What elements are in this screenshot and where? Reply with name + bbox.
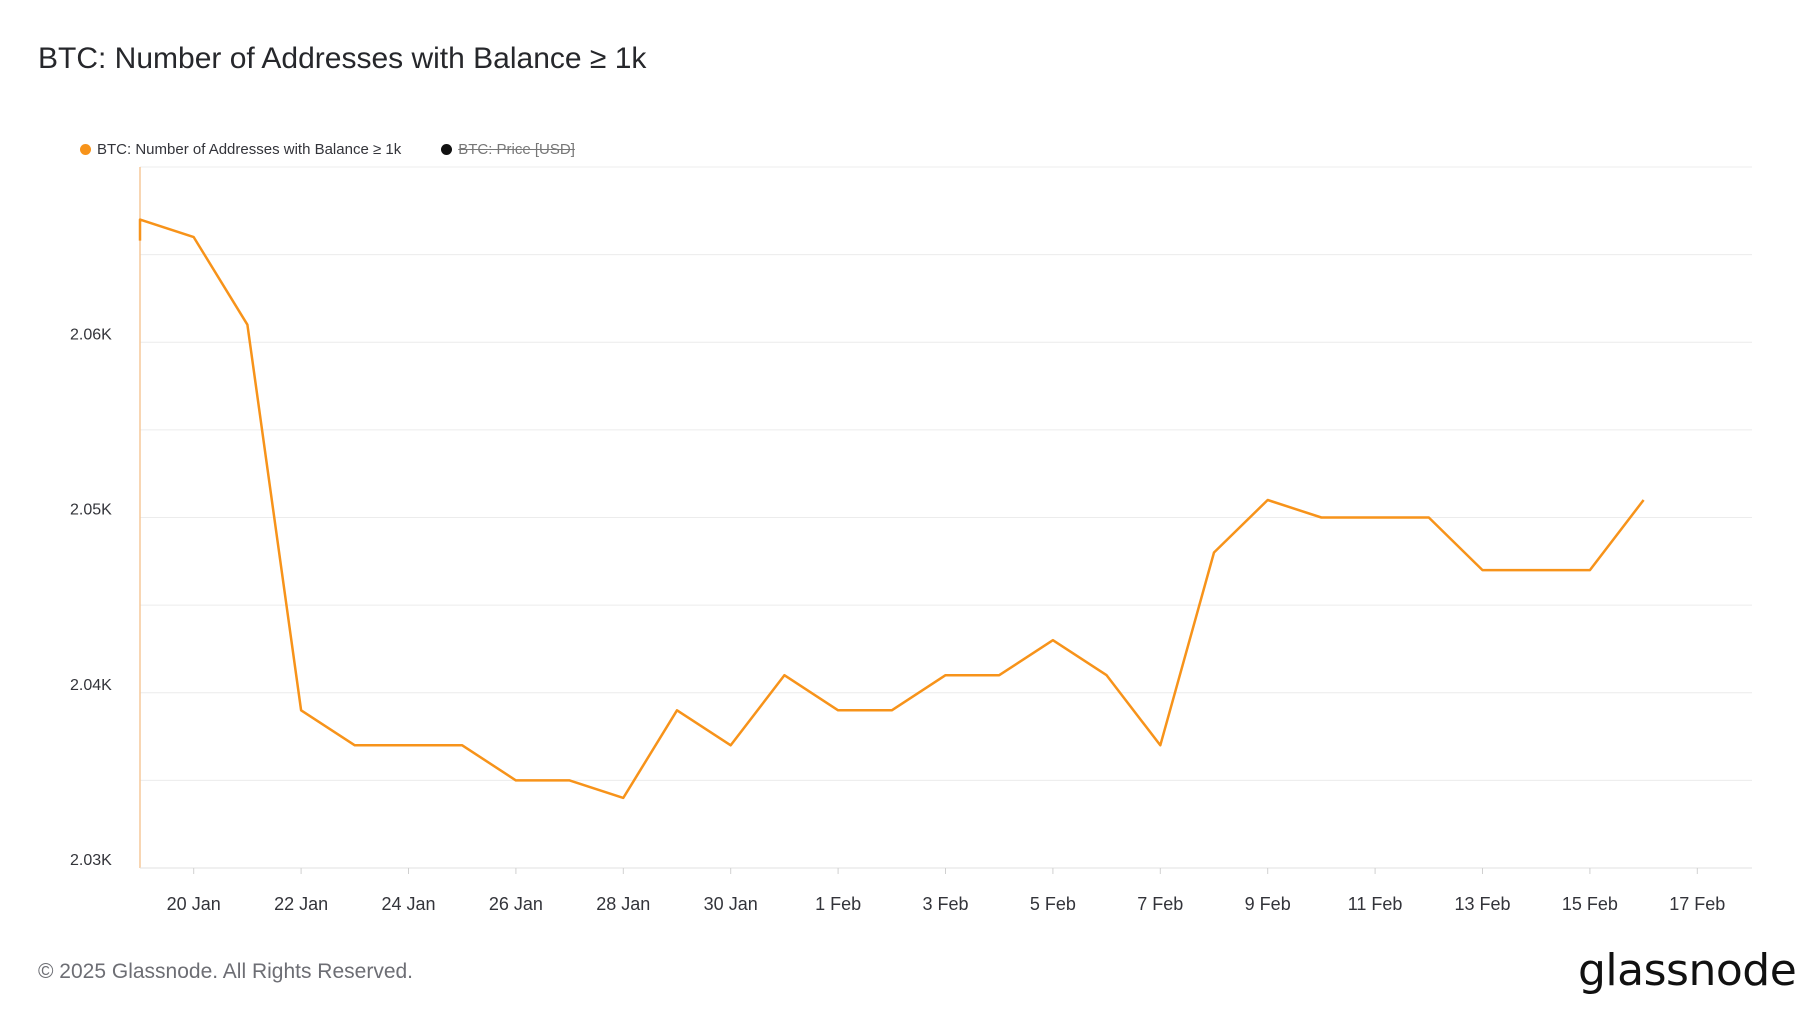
- legend-item-addresses[interactable]: BTC: Number of Addresses with Balance ≥ …: [80, 141, 401, 158]
- y-tick-label: 2.05K: [70, 502, 112, 519]
- x-tick-label: 22 Jan: [274, 894, 328, 914]
- x-tick-label: 15 Feb: [1562, 894, 1618, 914]
- x-tick-label: 9 Feb: [1245, 894, 1291, 914]
- legend-label: BTC: Number of Addresses with Balance ≥ …: [97, 141, 402, 158]
- series-line: [138, 218, 1645, 800]
- glassnode-logo: glassnode: [1578, 945, 1797, 996]
- legend-label: BTC: Price [USD]: [458, 141, 575, 158]
- x-tick-label: 30 Jan: [704, 894, 758, 914]
- legend-item-price[interactable]: BTC: Price [USD]: [441, 141, 575, 158]
- x-tick-label: 1 Feb: [815, 894, 861, 914]
- x-tick-label: 24 Jan: [381, 894, 435, 914]
- y-tick-label: 2.04K: [70, 677, 112, 694]
- legend: BTC: Number of Addresses with Balance ≥ …: [80, 141, 615, 158]
- y-tick-label: 2.03K: [70, 852, 112, 869]
- y-tick-label: 2.06K: [70, 326, 112, 343]
- x-tick-label: 20 Jan: [167, 894, 221, 914]
- chart-title: BTC: Number of Addresses with Balance ≥ …: [38, 42, 647, 75]
- x-tick-label: 5 Feb: [1030, 894, 1076, 914]
- x-tick-label: 17 Feb: [1669, 894, 1725, 914]
- x-tick-label: 26 Jan: [489, 894, 543, 914]
- x-tick-label: 7 Feb: [1137, 894, 1183, 914]
- x-tick-label: 3 Feb: [922, 894, 968, 914]
- x-tick-label: 28 Jan: [596, 894, 650, 914]
- copyright-text: © 2025 Glassnode. All Rights Reserved.: [38, 960, 414, 983]
- x-tick-label: 11 Feb: [1348, 894, 1403, 914]
- x-tick-label: 13 Feb: [1454, 894, 1510, 914]
- legend-dot-orange-icon: [80, 144, 91, 155]
- legend-dot-black-icon: [441, 144, 453, 155]
